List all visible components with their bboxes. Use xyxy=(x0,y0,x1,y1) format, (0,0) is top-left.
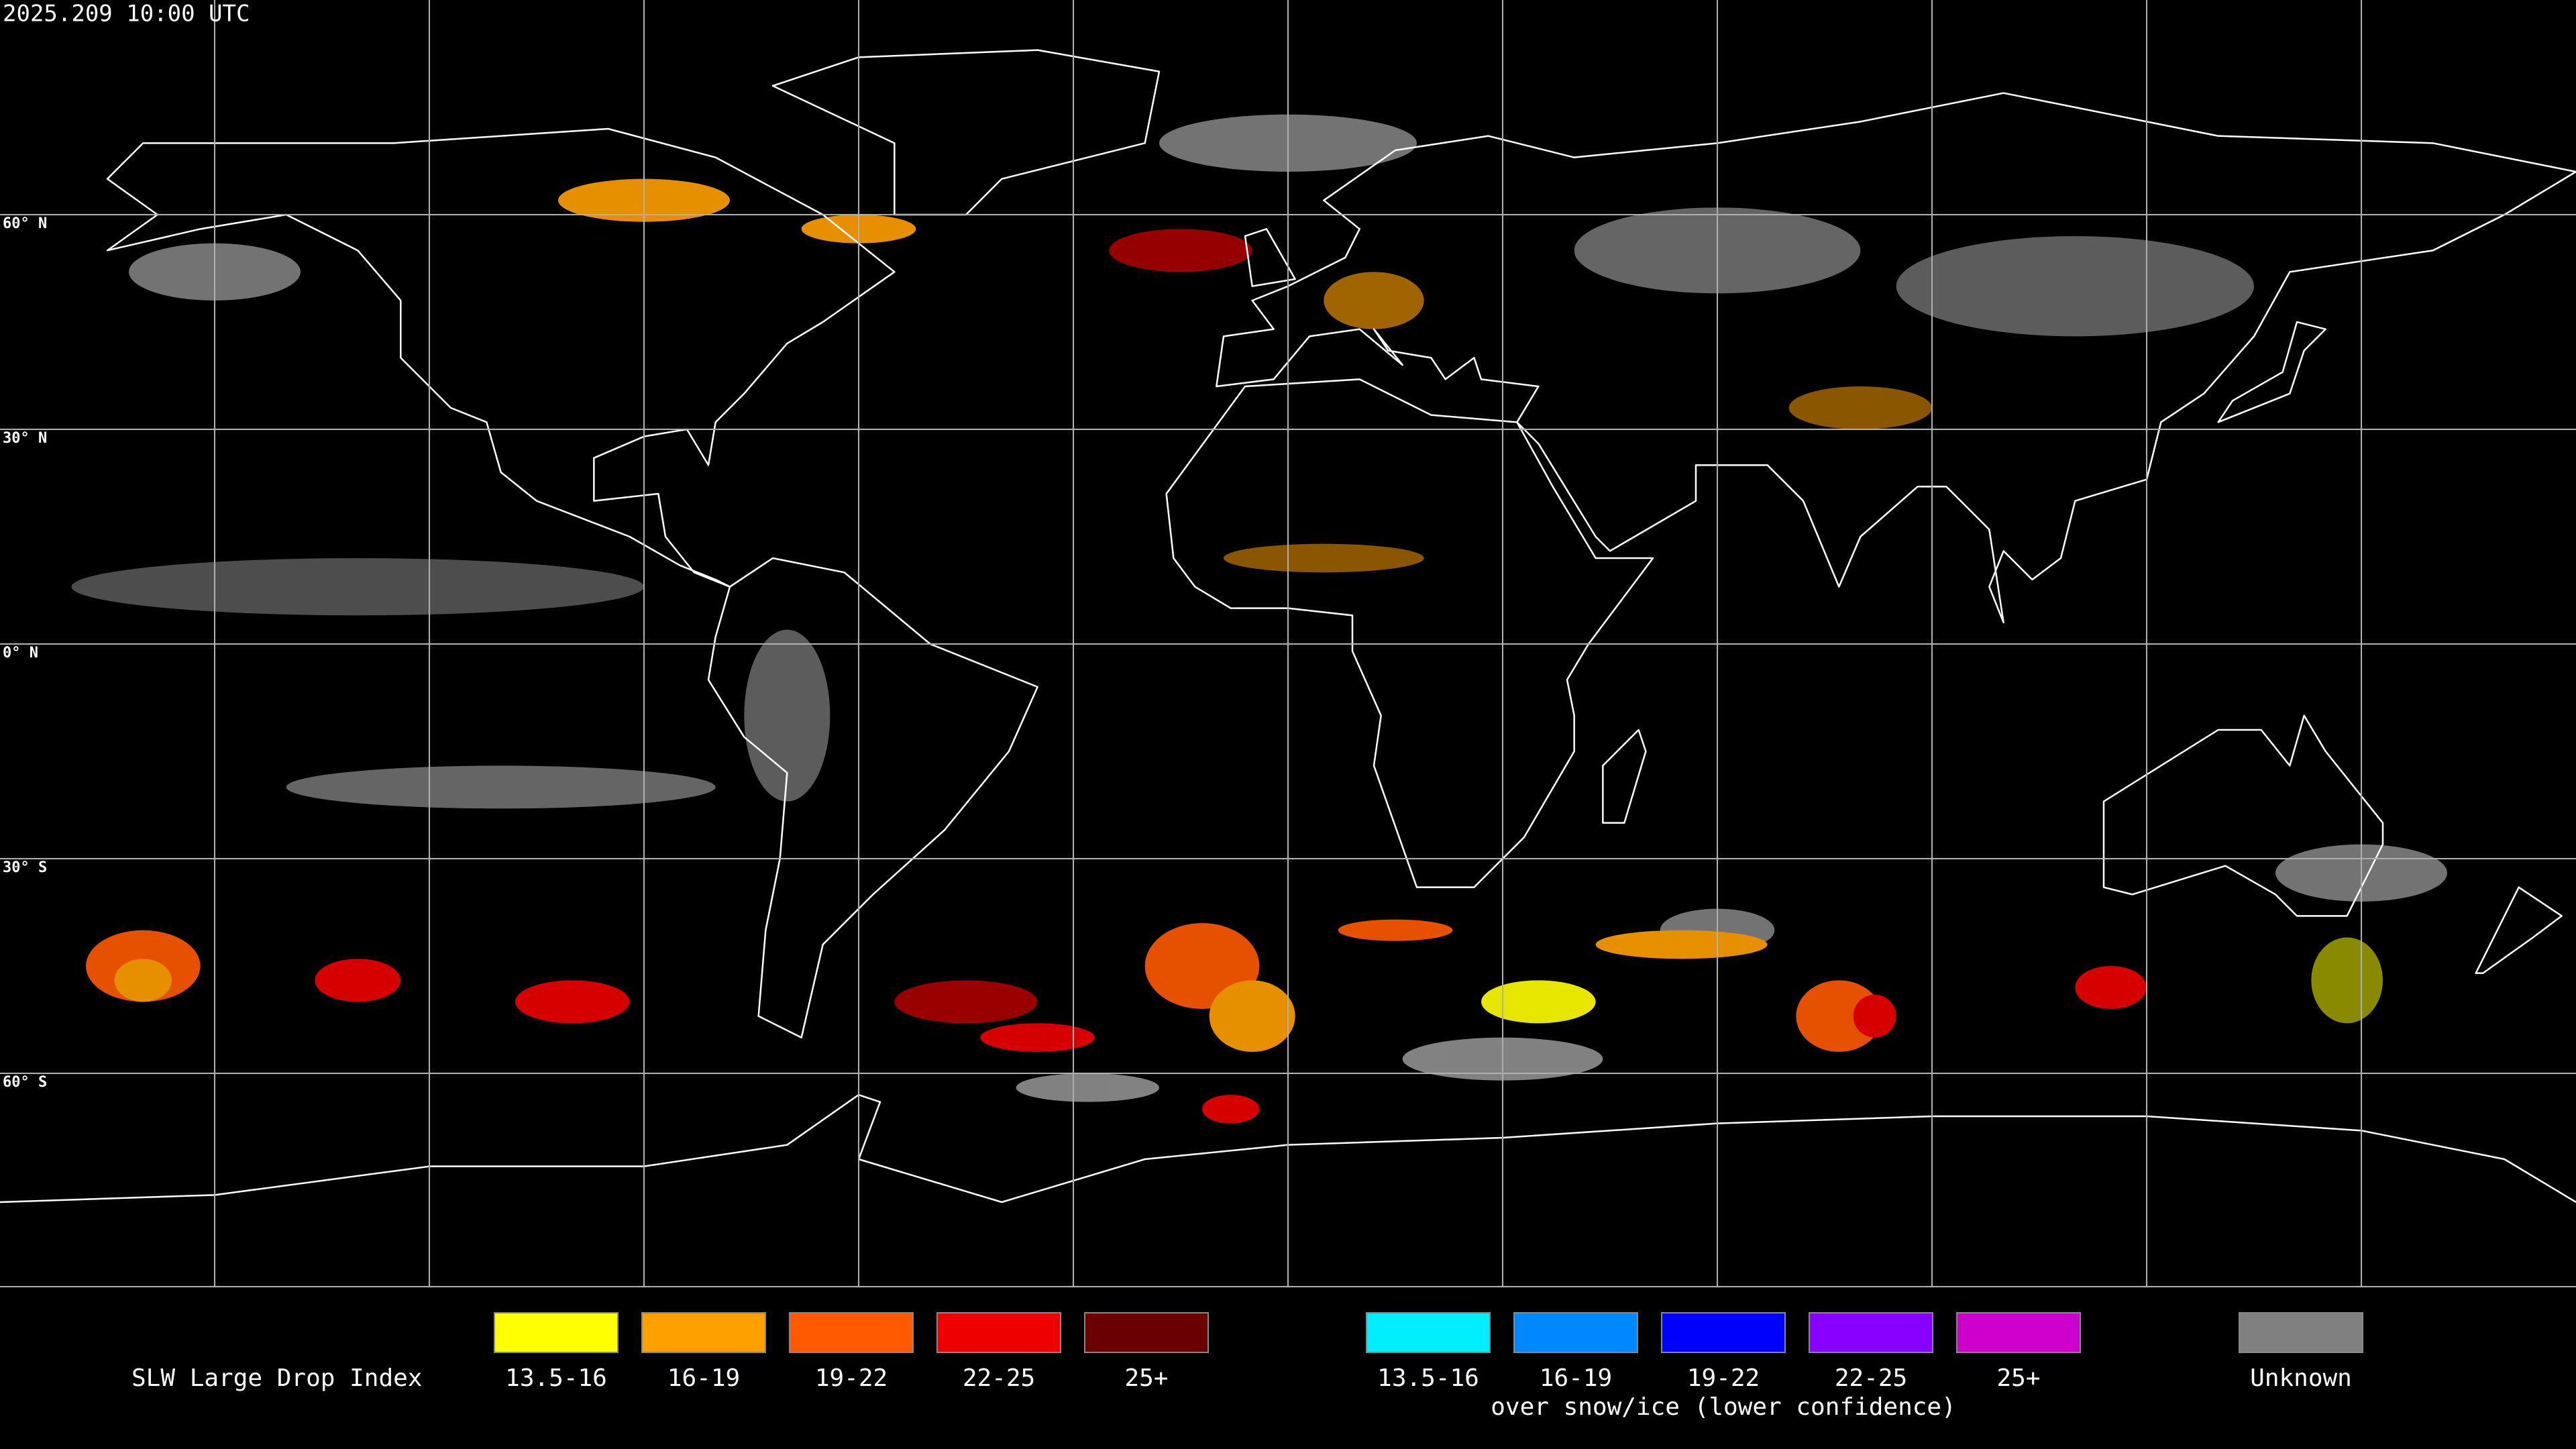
cloud-patch xyxy=(1896,235,2255,337)
cloud-patch xyxy=(1481,980,1596,1024)
cloud-patch xyxy=(1016,1073,1159,1102)
legend-swatch xyxy=(494,1312,619,1353)
lat-label: 60° N xyxy=(3,215,47,232)
cloud-patches xyxy=(71,114,2448,1124)
cloud-patch xyxy=(980,1023,1095,1053)
legend-label: 13.5-16 xyxy=(1377,1364,1479,1392)
coastline xyxy=(1245,229,1295,286)
coastline xyxy=(773,50,1159,215)
coastline xyxy=(1603,730,1646,823)
cloud-patch xyxy=(1595,930,1768,959)
legend-swatch xyxy=(1366,1312,1491,1353)
legend-label: 22-25 xyxy=(963,1364,1035,1392)
coastline xyxy=(2104,716,2383,916)
lat-label: 30° N xyxy=(3,430,47,447)
legend-label: 13.5-16 xyxy=(505,1364,607,1392)
legend-label: Unknown xyxy=(2250,1364,2352,1392)
legend-swatch xyxy=(789,1312,914,1353)
timestamp: 2025.209 10:00 UTC xyxy=(3,1,250,28)
legend-swatch xyxy=(1661,1312,1786,1353)
cloud-patch xyxy=(1853,994,1896,1038)
legend-caption: over snow/ice (lower confidence) xyxy=(1491,1393,1956,1421)
legend-panel xyxy=(0,1287,2576,1449)
lat-label: 0° N xyxy=(3,645,38,661)
legend-label: 16-19 xyxy=(1540,1364,1612,1392)
cloud-patch xyxy=(515,980,630,1024)
lat-label: 30° S xyxy=(3,859,47,876)
legend-swatch xyxy=(936,1312,1061,1353)
legend-swatch xyxy=(1809,1312,1933,1353)
legend: 13.5-16 16-19 19-22 22-25 25+ 13.5-16 16-19 19-… xyxy=(494,1312,2363,1421)
legend-label: 22-25 xyxy=(1835,1364,1907,1392)
cloud-patch xyxy=(1209,980,1295,1053)
legend-label: 19-22 xyxy=(815,1364,888,1392)
cloud-patch xyxy=(894,980,1038,1024)
graticule: 60° N 30° N 0° N 30° S 60° S xyxy=(0,0,2576,1287)
cloud-patch xyxy=(744,629,830,802)
legend-swatch xyxy=(1513,1312,1638,1353)
cloud-patch xyxy=(1201,1095,1260,1124)
cloud-patch xyxy=(2311,937,2383,1024)
cloud-patch xyxy=(2075,966,2147,1010)
coastline xyxy=(708,558,1038,1038)
cloud-patch xyxy=(286,765,716,809)
legend-swatch xyxy=(1084,1312,1209,1353)
lat-label: 60° S xyxy=(3,1074,47,1091)
map xyxy=(0,50,2576,1202)
cloud-patch xyxy=(1338,919,1453,941)
coastline xyxy=(2476,888,2562,973)
legend-swatch xyxy=(2239,1312,2363,1353)
coastline xyxy=(1216,93,2576,623)
legend-label: 19-22 xyxy=(1687,1364,1760,1392)
cloud-patch xyxy=(1324,272,1424,329)
legend-label: 16-19 xyxy=(667,1364,740,1392)
legend-swatch xyxy=(1956,1312,2081,1353)
cloud-patch xyxy=(1796,980,1882,1053)
cloud-patch xyxy=(1223,543,1424,573)
cloud-patch xyxy=(1109,229,1252,272)
cloud-patch xyxy=(114,959,172,1002)
legend-title: SLW Large Drop Index xyxy=(131,1364,422,1392)
cloud-patch xyxy=(71,557,644,616)
legend-label: 25+ xyxy=(1996,1364,2040,1392)
coastline xyxy=(2218,322,2326,422)
coastline xyxy=(107,129,894,587)
legend-label: 25+ xyxy=(1124,1364,1168,1392)
cloud-patch xyxy=(315,959,401,1002)
legend-swatch xyxy=(641,1312,766,1353)
cloud-patch xyxy=(1788,386,1933,429)
